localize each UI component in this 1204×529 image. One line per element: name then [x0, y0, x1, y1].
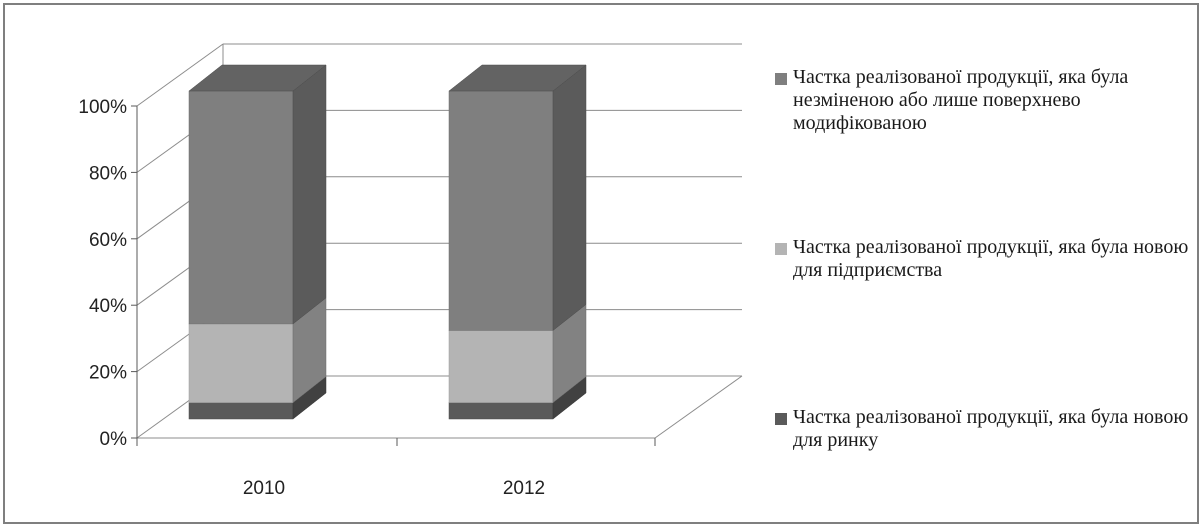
bar-segment-front [448, 330, 554, 403]
bar-segment-side [292, 64, 327, 325]
x-tick-label: 2010 [243, 478, 285, 499]
legend-item: Частка реалізованої продукції, яка була … [775, 406, 1193, 452]
bar-segment-front [188, 323, 294, 403]
legend-label: Частка реалізованої продукції, яка була … [793, 406, 1189, 451]
bar-segment-top [448, 64, 587, 92]
legend-swatch [775, 243, 787, 255]
y-tick-label: 40% [89, 296, 127, 317]
legend-item: Частка реалізованої продукції, яка була … [775, 236, 1193, 282]
bar-segment-front [448, 90, 554, 331]
y-tick-label: 0% [100, 429, 128, 450]
floor-right-edge [654, 375, 743, 439]
y-tick-label: 20% [89, 363, 127, 384]
bar-segment-front [188, 402, 294, 420]
legend-swatch [775, 73, 787, 85]
bar-segment-front [188, 90, 294, 325]
bar-segment-side [552, 64, 587, 331]
y-tick-label: 60% [89, 230, 127, 251]
legend-item: Частка реалізованої продукції, яка була … [775, 66, 1193, 135]
legend-label: Частка реалізованої продукції, яка була … [793, 66, 1129, 134]
legend-swatch [775, 413, 787, 425]
bar-segment-top [188, 64, 327, 92]
side-wall-gridline [136, 43, 224, 107]
y-tick-label: 100% [78, 97, 127, 118]
x-tick-label: 2012 [503, 478, 545, 499]
bar-segment-front [448, 402, 554, 420]
y-tick-label: 80% [89, 163, 127, 184]
legend-label: Частка реалізованої продукції, яка була … [793, 236, 1189, 281]
